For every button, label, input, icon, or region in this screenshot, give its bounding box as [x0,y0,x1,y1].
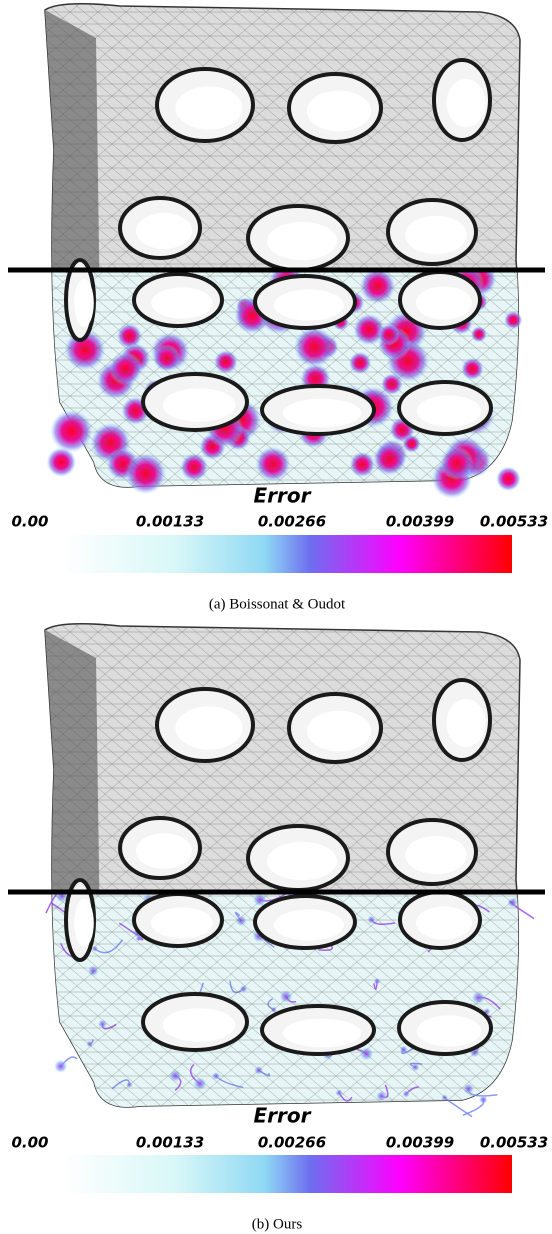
colorbar-tick-label: 0.00533 [480,513,548,531]
hole-inner [405,836,467,874]
error-spot [54,1060,67,1073]
hole-inner [417,1015,481,1046]
hole-inner [163,1008,236,1042]
mesh-panel [45,624,534,1117]
hole-inner [74,899,94,947]
hole-inner [405,216,467,254]
hole-inner [446,699,485,747]
hole-inner [151,907,213,938]
hole-inner [283,1019,361,1048]
hole-inner [274,909,344,940]
hole-inner [151,287,213,318]
hole-inner [136,833,192,869]
hole-inner [136,213,192,249]
caption: (b) Ours [252,1216,303,1232]
hole-inner [175,86,242,129]
colorbar-tick-label: 0.00266 [258,1134,326,1152]
hole-inner [267,222,337,260]
hole-inner [267,842,337,880]
hole-inner [446,79,485,127]
colorbar [63,535,512,573]
hole-inner [416,286,472,320]
colorbar-tick-label: 0.00399 [386,513,454,531]
hole-inner [283,399,361,428]
hole-inner [274,289,344,320]
colorbar-tick-label: 0.00 [11,513,48,531]
caption: (a) Boissonat & Oudot [209,596,346,612]
hole-inner [307,711,371,752]
colorbar-tick-label: 0.00399 [386,1134,454,1152]
colorbar-tick-label: 0.00133 [136,513,204,531]
error-spot [479,1095,488,1104]
hole-inner [307,91,371,132]
colorbar [63,1155,512,1193]
hole-inner [175,706,242,749]
hole-inner [163,388,236,422]
colorbar-tick-label: 0.00 [11,1134,48,1152]
error-spot [496,466,521,491]
colorbar-tick-label: 0.00266 [258,513,326,531]
colorbar-title: Error [254,1104,312,1128]
hole-inner [417,395,481,426]
colorbar-title: Error [254,484,312,508]
hole-inner [416,906,472,940]
mesh-panel [45,4,522,499]
colorbar-tick-label: 0.00133 [136,1134,204,1152]
hole-inner [74,279,94,327]
figure: Error 0.00 0.00133 0.00266 0.00399 0.00533 (a)… [0,0,552,1234]
colorbar-tick-label: 0.00533 [480,1134,548,1152]
